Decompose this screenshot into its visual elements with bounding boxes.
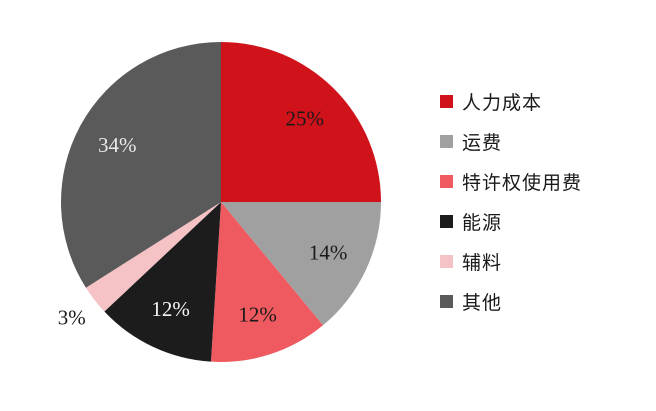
pie-slice — [221, 42, 381, 202]
legend-item-energy: 能源 — [440, 201, 582, 241]
legend-swatch-other-icon — [440, 294, 453, 308]
legend-label-royalty: 特许权使用费 — [462, 172, 583, 194]
legend-label-auxiliary: 辅料 — [462, 252, 503, 274]
legend-label-freight: 运费 — [462, 132, 503, 154]
chart-legend: 人力成本 运费 特许权使用费 能源 辅料 其他 — [440, 81, 582, 321]
legend-item-freight: 运费 — [440, 121, 582, 161]
pie-slice — [210, 202, 323, 362]
legend-item-other: 其他 — [440, 281, 582, 321]
pie-slice-label: 14% — [309, 240, 348, 264]
pie-slice-label: 34% — [98, 133, 137, 157]
legend-swatch-energy-icon — [440, 214, 453, 228]
legend-swatch-royalty-icon — [440, 174, 453, 188]
pie-slice-label: 25% — [285, 106, 324, 130]
legend-item-labor-cost: 人力成本 — [440, 81, 582, 121]
pie-slice-label: 12% — [151, 297, 190, 321]
pie-slice-label: 3% — [58, 306, 86, 330]
pie-slice — [221, 202, 381, 326]
legend-item-royalty: 特许权使用费 — [440, 161, 582, 201]
pie-slice-label: 12% — [238, 303, 277, 327]
pie-slice — [85, 202, 221, 312]
legend-label-labor-cost: 人力成本 — [462, 92, 543, 114]
legend-swatch-auxiliary-icon — [440, 254, 453, 268]
legend-item-auxiliary: 辅料 — [440, 241, 582, 281]
legend-label-other: 其他 — [462, 292, 503, 314]
pie-slice — [61, 42, 221, 288]
legend-swatch-labor-cost-icon — [440, 94, 453, 108]
pie-slice — [104, 202, 221, 362]
legend-swatch-freight-icon — [440, 134, 453, 148]
legend-label-energy: 能源 — [462, 212, 503, 234]
